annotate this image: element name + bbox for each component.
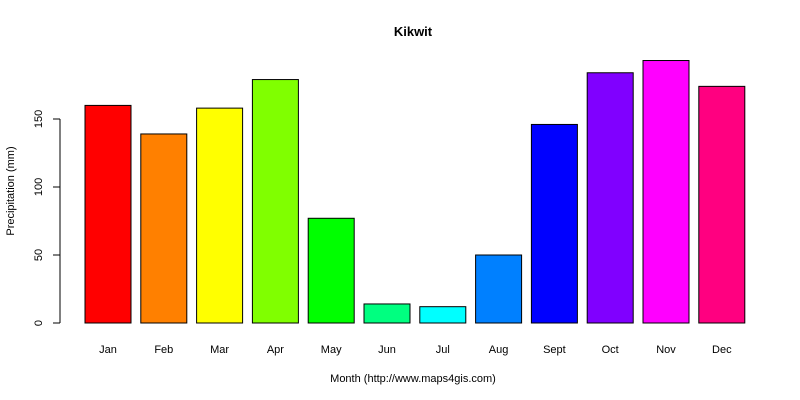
x-tick-label: Mar	[210, 344, 229, 356]
x-tick-label: Feb	[154, 344, 173, 356]
bars-group	[84, 60, 746, 324]
x-tick-label: Dec	[712, 344, 732, 356]
x-tick-label: Oct	[602, 344, 619, 356]
x-tick-label: Sept	[543, 344, 566, 356]
x-tick-label: Jun	[378, 344, 396, 356]
x-tick-label: Apr	[267, 344, 284, 356]
x-tick-label: May	[321, 344, 342, 356]
y-tick-label: 50	[33, 249, 45, 261]
bar-jun	[363, 303, 411, 324]
x-tick-labels: Jan Feb Mar Apr May Jun Jul Aug Sept Oct Nov Dec	[99, 344, 732, 356]
y-axis: 0 50 100 150	[33, 110, 61, 326]
chart-title: Kikwit	[394, 24, 433, 39]
bar-nov	[642, 60, 690, 324]
x-tick-label: Aug	[489, 344, 509, 356]
x-tick-label: Jul	[436, 344, 450, 356]
bar-may	[307, 217, 355, 324]
bar-jan	[84, 104, 132, 324]
bar-feb	[140, 133, 188, 324]
y-axis-label: Precipitation (mm)	[5, 146, 17, 235]
bar-jul	[419, 306, 467, 324]
x-tick-label: Nov	[656, 344, 676, 356]
bar-mar	[196, 107, 244, 324]
y-tick-label: 0	[33, 320, 45, 326]
x-tick-label: Jan	[99, 344, 117, 356]
bar-dec	[698, 85, 746, 324]
y-tick-label: 100	[33, 178, 45, 196]
bar-sept	[530, 123, 578, 324]
bar-oct	[586, 72, 634, 324]
x-axis-label: Month (http://www.maps4gis.com)	[330, 373, 496, 385]
y-tick-label: 150	[33, 110, 45, 128]
bar-apr	[251, 79, 299, 324]
bar-aug	[475, 254, 523, 324]
